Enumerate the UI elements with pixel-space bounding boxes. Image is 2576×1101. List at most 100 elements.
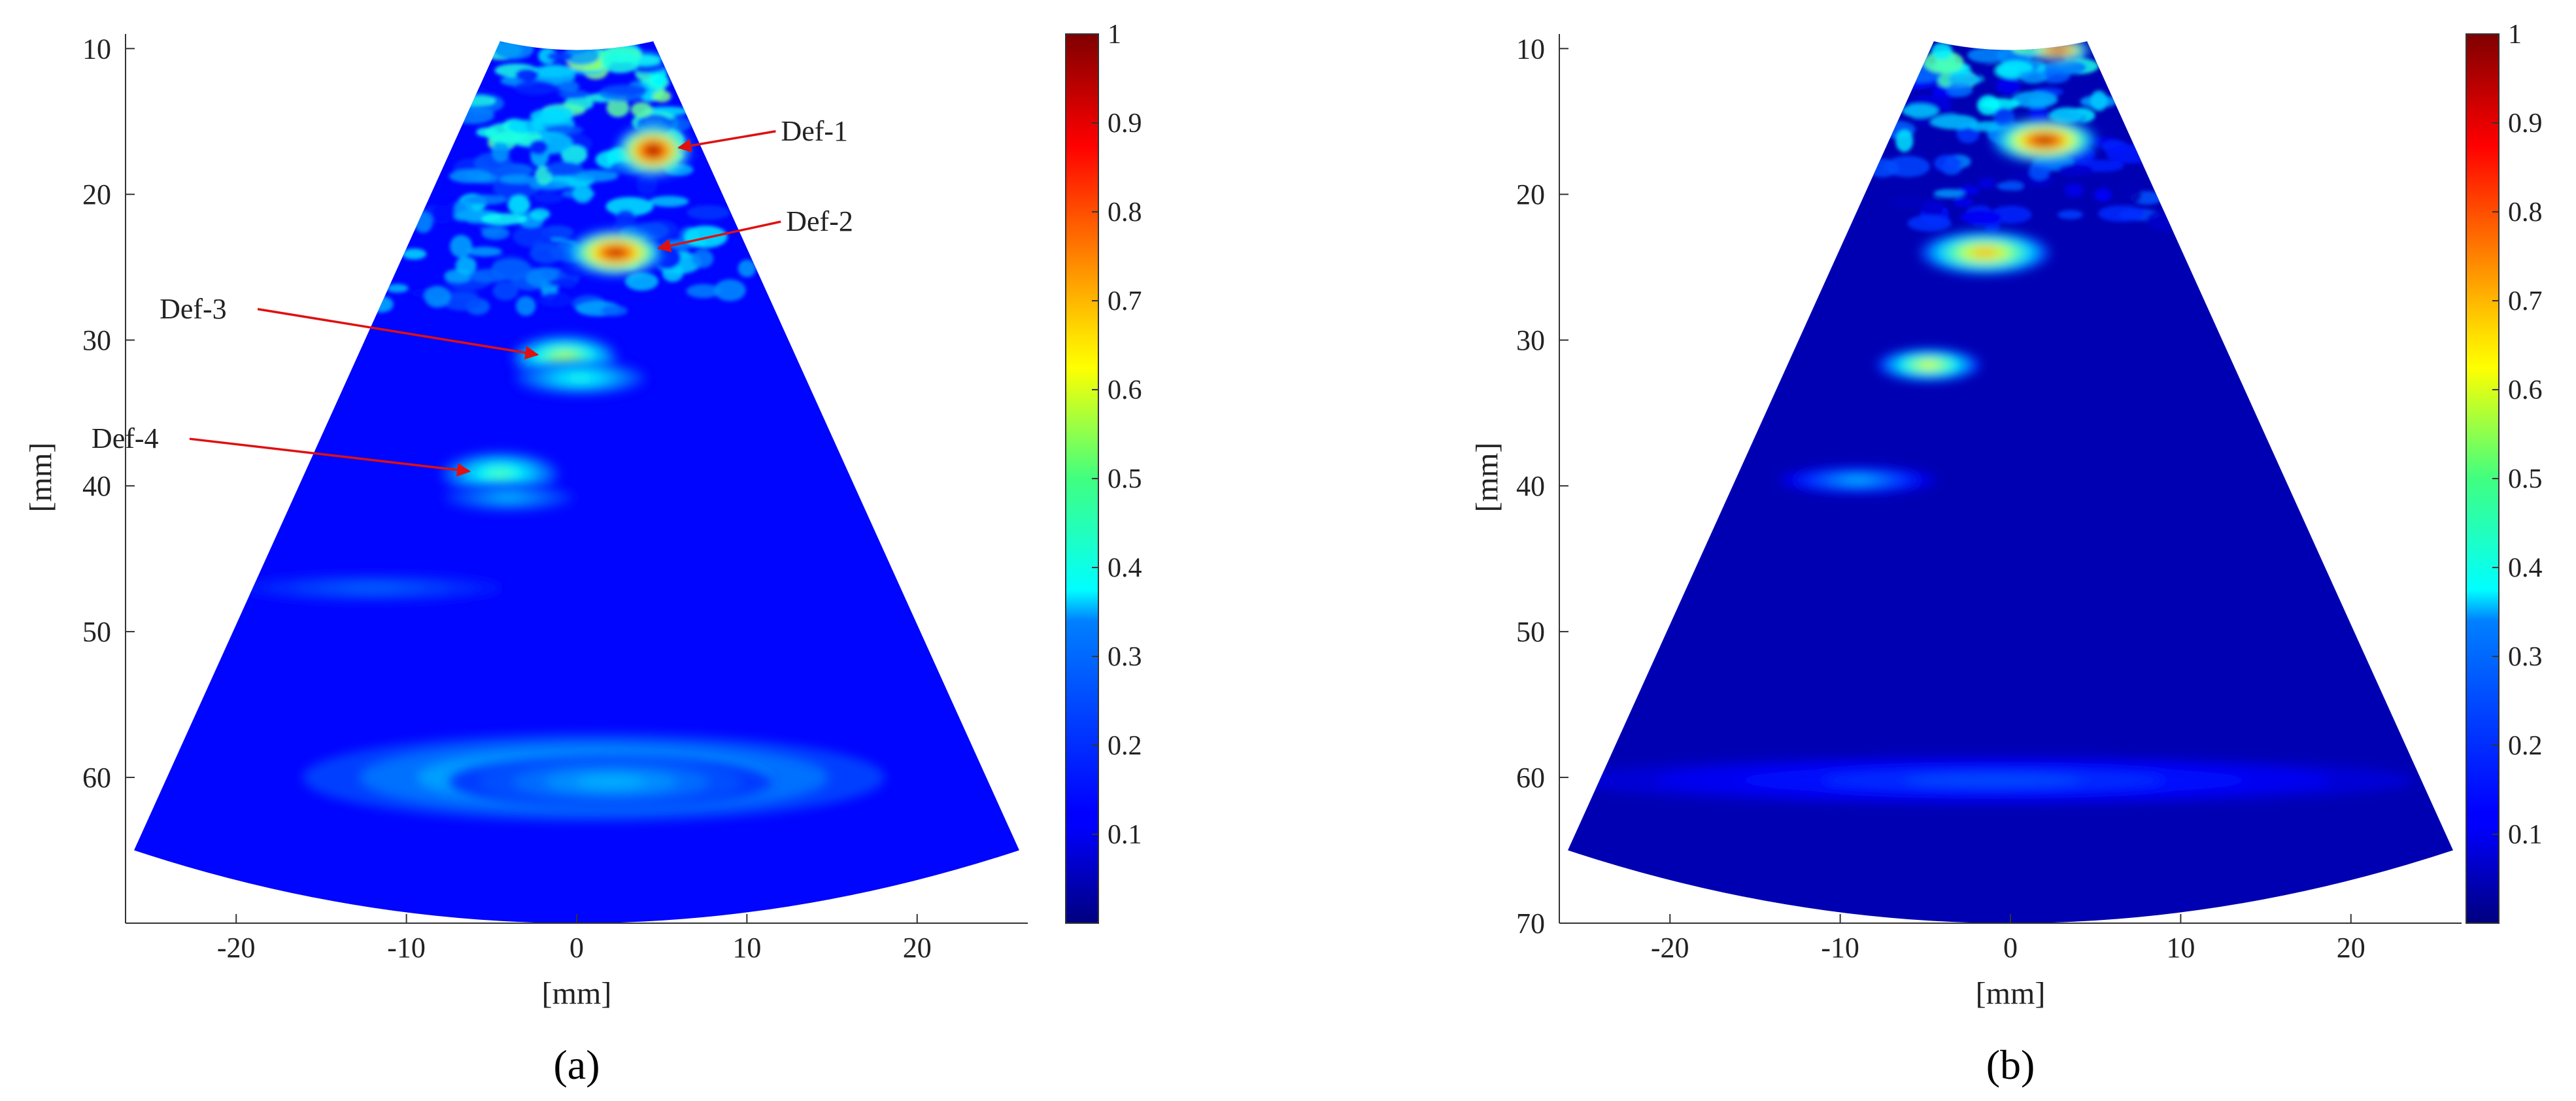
y-tick-label: 10 (1516, 33, 1545, 65)
panel-a-axes: -20 -10 0 10 20 10 20 30 40 50 60 (82, 33, 1028, 964)
speckle (558, 80, 579, 93)
speckle (2019, 70, 2048, 84)
colorbar-tick-label: 1 (2508, 20, 2522, 50)
speckle (605, 197, 654, 216)
annotation-label-4: Def-4 (92, 422, 159, 454)
panel-b-axes: -20 -10 0 10 20 10 20 30 40 50 60 70 (1516, 33, 2462, 964)
speckle (493, 41, 534, 60)
speckle (636, 222, 669, 240)
speckle (454, 199, 474, 220)
y-tick-label: 50 (1516, 616, 1545, 648)
speckle (369, 296, 394, 313)
speckle (507, 195, 530, 214)
speckle (545, 125, 584, 135)
speckle (455, 256, 477, 275)
speckle (499, 174, 539, 184)
panel-a-xlabel: [mm] (542, 976, 612, 1011)
speckle (461, 95, 496, 107)
hotspot-1 (570, 230, 662, 275)
hotspot-4 (441, 452, 558, 497)
colorbar-tick-label: 0.3 (1108, 642, 1142, 672)
fan-background (134, 41, 1019, 923)
colorbar-tick-label: 0.5 (2508, 464, 2543, 494)
speckle (515, 296, 536, 316)
colorbar-tick-label: 0.1 (1108, 820, 1142, 850)
x-tick-label: 20 (2337, 932, 2365, 964)
x-tick-label: 10 (2166, 932, 2195, 964)
speckle (571, 169, 619, 182)
speckle (606, 98, 630, 118)
speckle (467, 246, 502, 257)
speckle (1948, 74, 1983, 86)
colorbar-tick-label: 0.5 (1108, 464, 1142, 494)
hotspot-0 (617, 126, 689, 176)
colorbar-tick-label: 0.2 (1108, 731, 1142, 761)
speckle (508, 120, 544, 134)
y-tick-label: 10 (82, 33, 111, 65)
y-tick-label: 50 (82, 616, 111, 648)
x-tick-label: -10 (1821, 932, 1859, 964)
speckle (1997, 181, 2024, 191)
hotspot-0 (1992, 118, 2097, 163)
speckle (431, 205, 453, 224)
speckle (528, 65, 577, 78)
speckle (491, 141, 510, 162)
hotspots (243, 126, 885, 822)
hotspot-8 (449, 754, 773, 810)
colorbar-tick-label: 0.9 (2508, 109, 2543, 139)
speckle (530, 109, 566, 124)
speckle (2094, 188, 2112, 202)
speckle (533, 192, 564, 203)
speckle (462, 194, 508, 205)
speckle (530, 243, 564, 264)
speckle (630, 101, 652, 118)
speckle (2011, 91, 2058, 109)
panel-b-colorbar: 0.1 0.2 0.3 0.4 0.5 0.6 0.7 0.8 0.9 1 (2466, 20, 2543, 924)
colorbar-tick-label: 0.6 (1108, 375, 1142, 405)
speckle (686, 205, 730, 220)
speckle (1946, 82, 1973, 97)
hotspot-2 (1920, 230, 2050, 275)
y-tick-label: 30 (82, 324, 111, 356)
speckle (2029, 161, 2050, 180)
speckle (2120, 182, 2142, 205)
y-tick-label: 60 (82, 762, 111, 794)
colorbar-tick-label: 1 (1108, 20, 1121, 50)
speckle (546, 161, 583, 177)
annotation-arrow-1 (677, 130, 776, 153)
speckle (615, 209, 636, 226)
speckle (2090, 90, 2108, 112)
y-tick-label: 70 (1516, 907, 1545, 940)
colorbar-tick-label: 0.8 (1108, 197, 1142, 228)
speckle (652, 90, 671, 103)
annotation-label-2: Def-2 (786, 205, 853, 237)
colorbar-tick-label: 0.1 (2508, 820, 2543, 850)
speckle (401, 248, 427, 260)
speckle (1933, 188, 1965, 198)
colorbar-tick-label: 0.6 (2508, 375, 2543, 405)
speckle (1931, 114, 1978, 129)
speckle (737, 260, 756, 278)
hotspot-5 (443, 483, 573, 512)
speckle (601, 84, 649, 96)
colorbar-tick-label: 0.4 (1108, 553, 1142, 583)
panel-b-plot (1568, 41, 2453, 923)
speckle (492, 281, 518, 301)
hotspots (1572, 41, 2415, 805)
speckle (514, 80, 557, 95)
speckle (515, 68, 539, 81)
speckle (1923, 197, 1943, 218)
speckle (636, 173, 658, 195)
annotation-arrow-2 (656, 220, 781, 252)
speckle (1934, 154, 1961, 173)
speckle (624, 272, 658, 291)
panel-a-colorbar: 0.1 0.2 0.3 0.4 0.5 0.6 0.7 0.8 0.9 1 (1065, 20, 1142, 924)
hotspot-1 (2025, 41, 2091, 61)
speckle (1996, 77, 2021, 95)
speckle (2146, 210, 2182, 231)
hotspot-4 (1779, 466, 1935, 494)
colorbar-tick-label: 0.7 (2508, 286, 2543, 316)
